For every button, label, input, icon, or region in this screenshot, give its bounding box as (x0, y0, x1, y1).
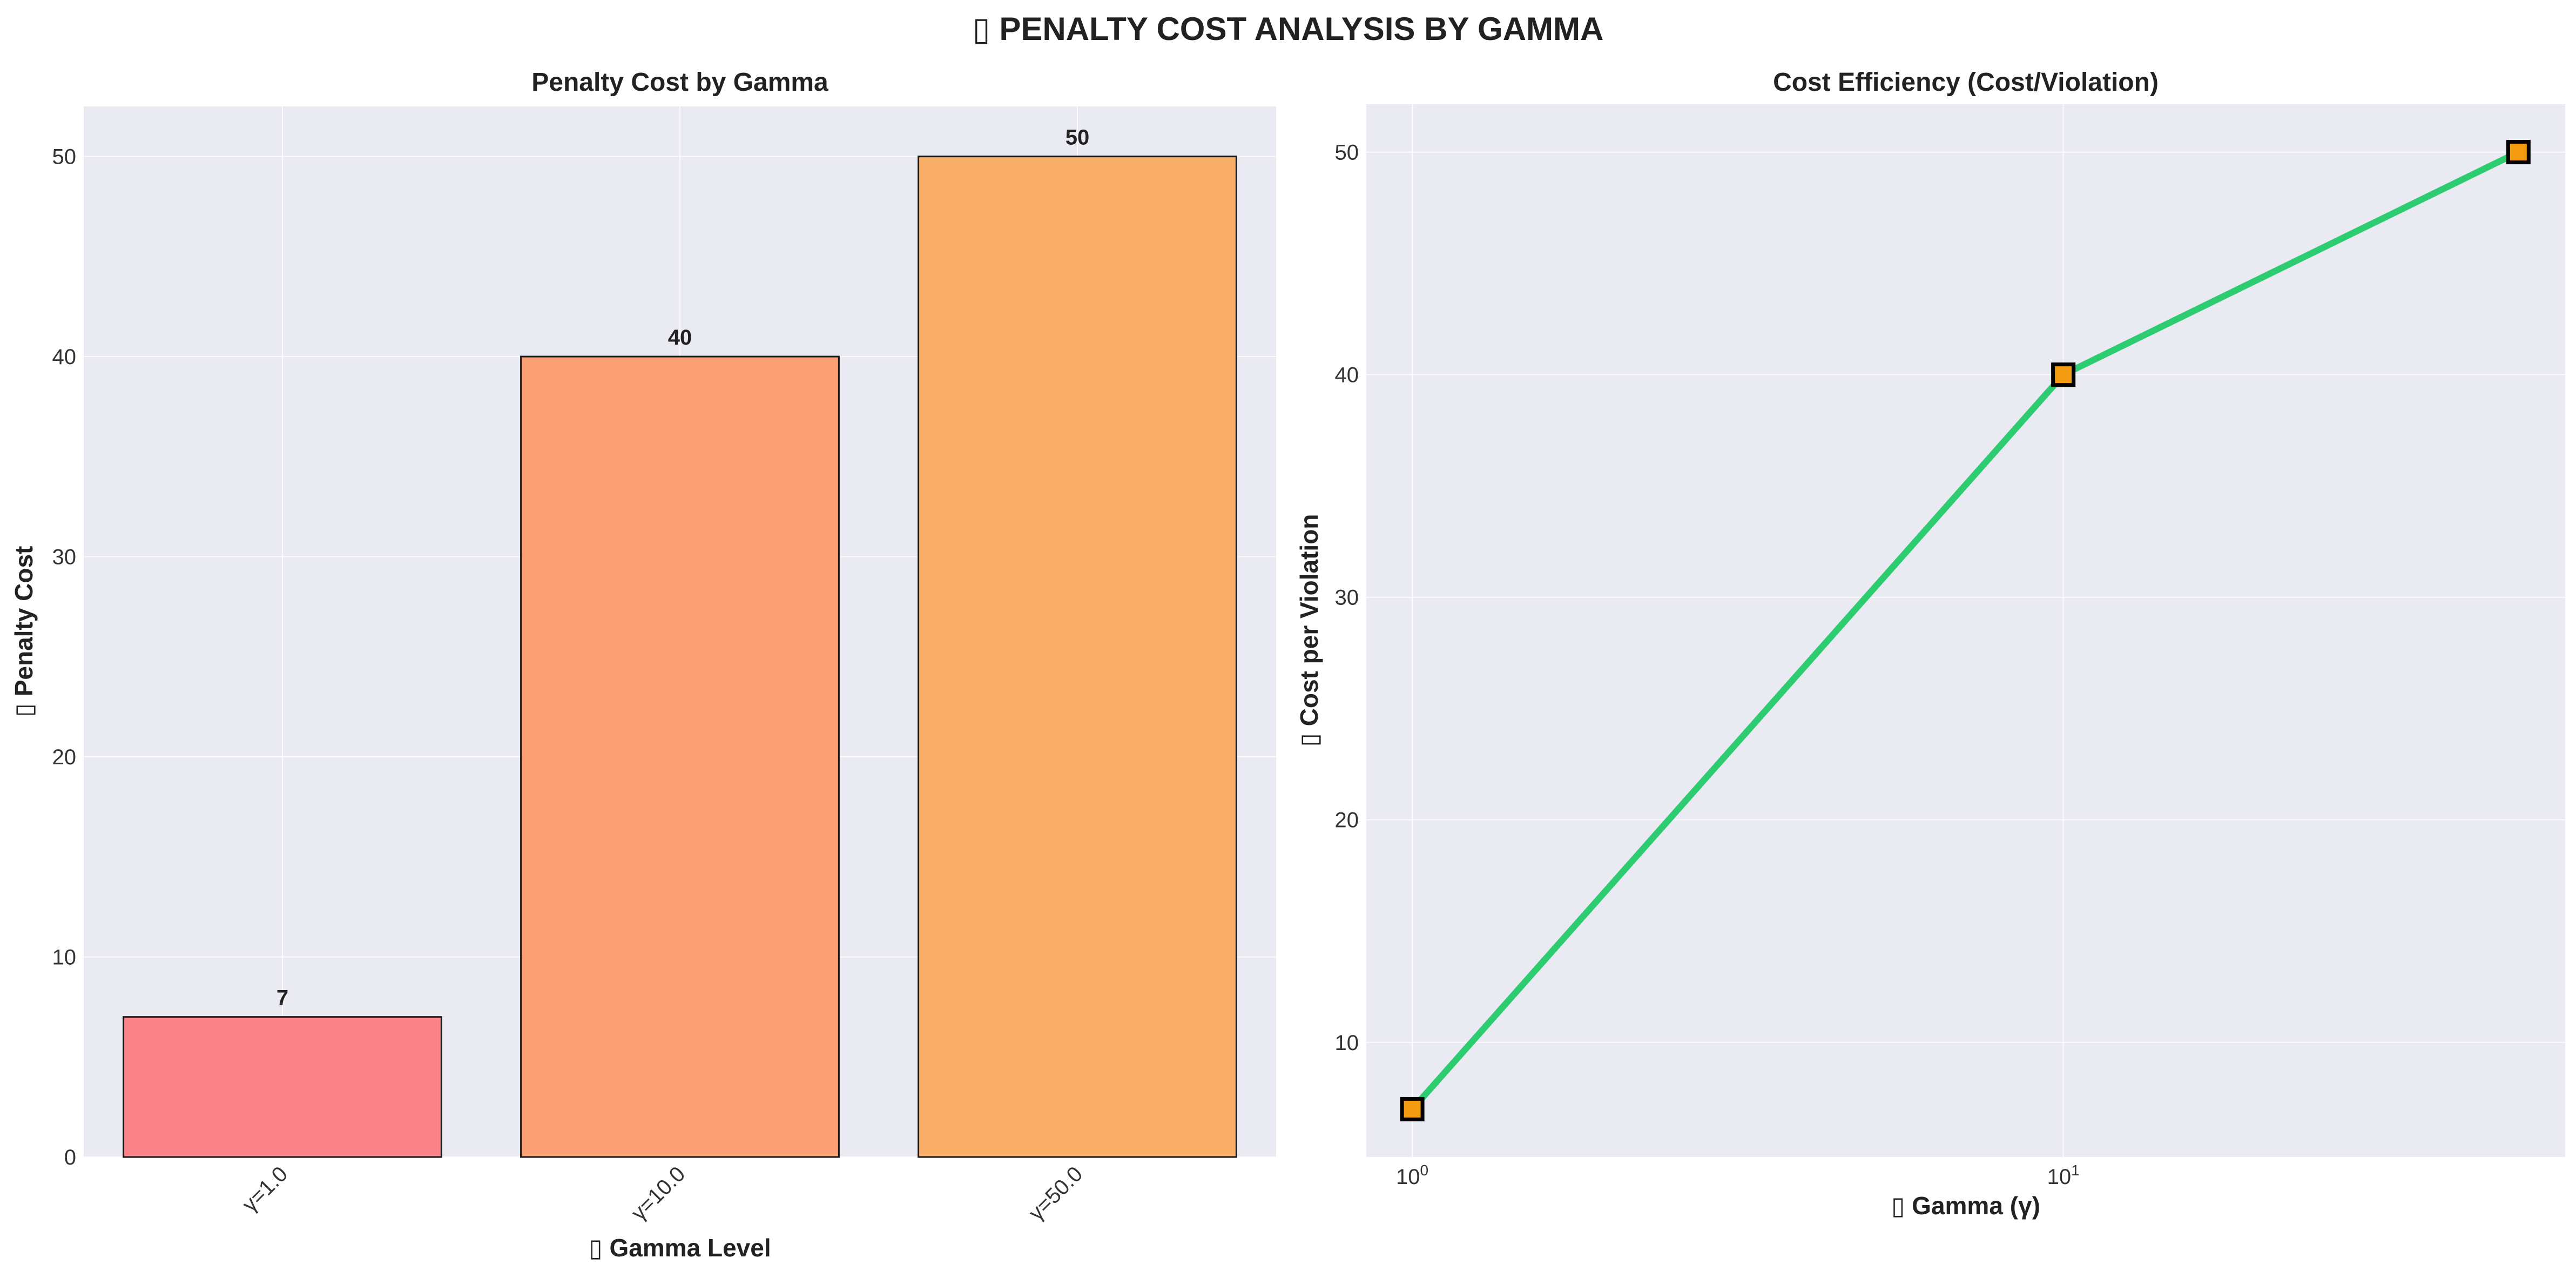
bar-y-tick-label: 50 (52, 145, 77, 169)
line-y-tick-label: 10 (1335, 1031, 1359, 1055)
line-chart-title: Cost Efficiency (Cost/Violation) (1773, 68, 2159, 97)
bar-x-axis-label: ▯ Gamma Level (589, 1234, 771, 1262)
bar-chart-panel: 7 40 50 0 10 20 30 40 50 γ=1.0 γ=10.0 γ=50.0 Pena… (10, 68, 1276, 1262)
line-y-tick-label: 20 (1335, 809, 1359, 832)
bar-chart-title: Penalty Cost by Gamma (531, 68, 828, 97)
bar-value-label: 7 (277, 986, 288, 1010)
line-x-axis-label: ▯ Gamma (γ) (1891, 1192, 2040, 1220)
figure-title: ▯ PENALTY COST ANALYSIS BY GAMMA (972, 11, 1604, 47)
bar-y-tick-label: 10 (52, 946, 77, 970)
line-y-tick-label: 30 (1335, 586, 1359, 610)
bar-value-label: 50 (1066, 126, 1090, 150)
bar-x-tick-label: γ=1.0 (238, 1162, 292, 1216)
line-chart-panel: 10 20 30 40 50 100 101 Cost Efficiency (Cost/… (1295, 68, 2565, 1220)
bar (918, 156, 1237, 1158)
bar-y-tick-label: 0 (64, 1146, 76, 1169)
data-point-marker (1400, 1097, 1425, 1121)
line-x-tick-label: 101 (2047, 1162, 2080, 1189)
line-y-axis-label: ▯ Cost per Violation (1295, 514, 1323, 747)
line-grid (1366, 104, 2565, 1157)
bar-y-tick-label: 30 (52, 546, 77, 569)
line-x-tick-label: 100 (1396, 1162, 1428, 1189)
bar-x-tick-label: γ=10.0 (627, 1162, 690, 1225)
bar (123, 1016, 442, 1158)
data-point-marker (2051, 362, 2076, 387)
bar-y-tick-label: 20 (52, 745, 77, 769)
bar-x-tick-label: γ=50.0 (1024, 1162, 1088, 1225)
line-y-tick-label: 40 (1335, 364, 1359, 387)
bar-y-axis-label: ▯ Penalty Cost (10, 546, 38, 717)
line-series (1400, 140, 2531, 1121)
data-point-marker (2506, 140, 2531, 165)
line-plot-area (1366, 104, 2565, 1157)
bar (520, 355, 840, 1158)
line-y-ticks: 10 20 30 40 50 (1335, 141, 1359, 1055)
line-y-tick-label: 50 (1335, 141, 1359, 165)
bar-y-tick-label: 40 (52, 345, 77, 369)
bar-series: 7 40 50 (123, 126, 1237, 1158)
bar-y-ticks: 0 10 20 30 40 50 (52, 145, 77, 1169)
bar-value-label: 40 (668, 326, 692, 349)
line-x-ticks: 100 101 (1396, 1162, 2080, 1189)
bar-x-ticks: γ=1.0 γ=10.0 γ=50.0 (238, 1162, 1087, 1225)
